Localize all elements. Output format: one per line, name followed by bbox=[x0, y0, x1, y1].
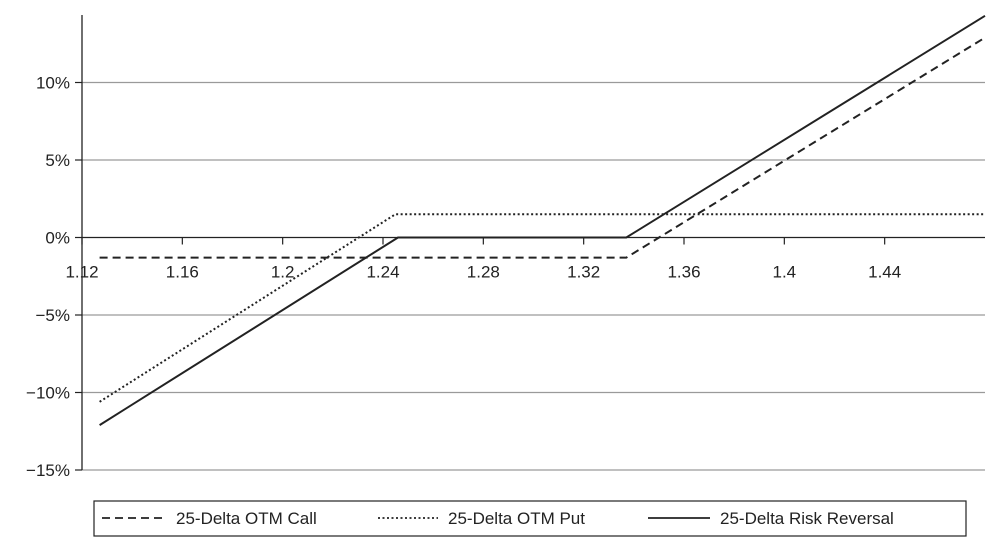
series-line-25-delta-risk-reversal bbox=[99, 14, 986, 426]
x-tick-label: 1.44 bbox=[868, 263, 901, 282]
series-line-25-delta-otm-call bbox=[99, 36, 986, 259]
series-line-25-delta-otm-put bbox=[99, 213, 985, 403]
legend: 25-Delta OTM Call 25-Delta OTM Put 25-De… bbox=[93, 500, 967, 537]
y-tick-label: 0% bbox=[45, 229, 70, 248]
x-tick-label: 1.12 bbox=[65, 263, 98, 282]
x-tick-label: 1.32 bbox=[567, 263, 600, 282]
x-tick-label: 1.2 bbox=[271, 263, 295, 282]
y-tick-labels: 10% 5% 0% −5% −10% −15% bbox=[26, 74, 70, 481]
legend-box bbox=[93, 500, 967, 537]
x-tick-label: 1.36 bbox=[667, 263, 700, 282]
y-tick-label: −15% bbox=[26, 461, 70, 480]
legend-label-put: 25-Delta OTM Put bbox=[448, 509, 585, 528]
y-tick-label: −5% bbox=[36, 306, 71, 325]
legend-label-risk-reversal: 25-Delta Risk Reversal bbox=[720, 509, 894, 528]
x-tick-label: 1.24 bbox=[366, 263, 399, 282]
x-tick-labels: 1.12 1.16 1.2 1.24 1.28 1.32 1.36 1.4 1.44 bbox=[65, 263, 901, 282]
y-tick-label: 5% bbox=[45, 151, 70, 170]
axes bbox=[75, 15, 985, 471]
y-tick-label: −10% bbox=[26, 384, 70, 403]
x-tick-label: 1.28 bbox=[467, 263, 500, 282]
x-tick-label: 1.16 bbox=[166, 263, 199, 282]
x-tick-label: 1.4 bbox=[773, 263, 797, 282]
legend-label-call: 25-Delta OTM Call bbox=[176, 509, 317, 528]
series-lines bbox=[99, 14, 986, 426]
y-tick-label: 10% bbox=[36, 74, 70, 93]
grid-lines bbox=[82, 81, 985, 471]
